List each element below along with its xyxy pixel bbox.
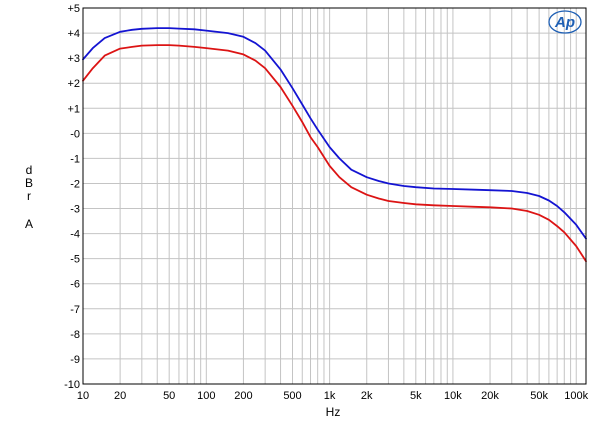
x-tick-label: 100	[197, 390, 215, 402]
y-tick-label: -7	[70, 304, 80, 316]
y-tick-label: +2	[67, 78, 80, 90]
ap-logo-text: Ap	[554, 14, 575, 31]
y-tick-label: -10	[64, 379, 80, 391]
plot-frame	[82, 7, 587, 385]
x-tick-label: 2k	[361, 390, 373, 402]
y-tick-label: +1	[67, 103, 80, 115]
y-axis-label-char: r	[27, 189, 31, 203]
series-line-2	[82, 44, 587, 263]
series-lines	[82, 27, 587, 263]
y-tick-labels: +5 +4 +3 +2 +1 -0 -1 -2 -3 -4 -5 -6 -7 -8 -9 -10	[64, 3, 80, 391]
x-tick-label: 500	[283, 390, 301, 402]
y-tick-label: -2	[70, 178, 80, 190]
y-tick-label: -1	[70, 153, 80, 165]
y-tick-label: -6	[70, 279, 80, 291]
x-tick-label: 50k	[530, 390, 548, 402]
y-axis-label-char: d	[26, 163, 33, 177]
y-tick-label: -0	[70, 128, 80, 140]
x-tick-labels: 10 20 50 100 200 500 1k 2k 5k 10k 20k 50k 100k	[77, 390, 589, 402]
y-tick-label: -8	[70, 329, 80, 341]
grid-lines	[82, 7, 586, 385]
ap-logo: Ap	[548, 10, 582, 34]
y-tick-label: +3	[67, 53, 80, 65]
x-tick-label: 200	[234, 390, 252, 402]
x-tick-label: 5k	[410, 390, 422, 402]
y-tick-label: -5	[70, 254, 80, 266]
x-axis-label: Hz	[326, 405, 341, 419]
y-axis-label-char: A	[25, 217, 33, 231]
y-tick-label: +5	[67, 3, 80, 15]
y-tick-label: -3	[70, 204, 80, 216]
series-line-1	[82, 27, 587, 240]
y-tick-label: +4	[67, 28, 80, 40]
ap-logo-oval	[548, 10, 582, 34]
x-tick-label: 20k	[481, 390, 499, 402]
x-tick-label: 10	[77, 390, 89, 402]
y-axis-label-char: B	[25, 176, 33, 190]
x-tick-label: 10k	[444, 390, 462, 402]
x-tick-label: 1k	[324, 390, 336, 402]
y-tick-label: -4	[70, 229, 80, 241]
x-tick-label: 50	[163, 390, 175, 402]
x-tick-label: 100k	[564, 390, 588, 402]
x-tick-label: 20	[114, 390, 126, 402]
y-tick-label: -9	[70, 354, 80, 366]
